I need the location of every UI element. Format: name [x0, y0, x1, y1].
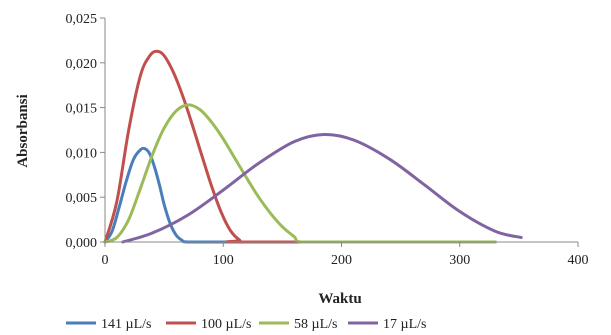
series-line-17: [121, 132, 523, 244]
y-tick-label: 0,005: [66, 191, 98, 206]
y-tick-label: 0,000: [66, 236, 98, 251]
y-axis-title: Absorbansi: [15, 94, 31, 167]
series-line-58: [103, 103, 497, 244]
y-tick-label: 0,025: [66, 12, 98, 27]
x-tick-label: 0: [102, 253, 109, 268]
series-line-100: [103, 49, 497, 244]
legend: 141 µL/s 100 µL/s 58 µL/s 17 µL/s: [66, 317, 426, 332]
y-axis-ticks: 0,000 0,005 0,010 0,015 0,020 0,025: [66, 12, 105, 251]
legend-label-17: 17 µL/s: [383, 317, 426, 332]
legend-label-58: 58 µL/s: [294, 317, 337, 332]
y-tick-label: 0,020: [66, 57, 98, 72]
y-tick-label: 0,010: [66, 146, 98, 161]
x-tick-label: 200: [331, 253, 352, 268]
x-tick-label: 100: [213, 253, 234, 268]
x-tick-label: 300: [449, 253, 470, 268]
x-tick-label: 400: [568, 253, 589, 268]
plot-lines: [103, 49, 523, 244]
legend-label-141: 141 µL/s: [101, 317, 151, 332]
x-axis-title: Waktu: [318, 291, 361, 307]
x-axis-ticks: 0 100 200 300 400: [102, 242, 589, 268]
y-tick-label: 0,015: [66, 102, 98, 117]
legend-label-100: 100 µL/s: [201, 317, 251, 332]
